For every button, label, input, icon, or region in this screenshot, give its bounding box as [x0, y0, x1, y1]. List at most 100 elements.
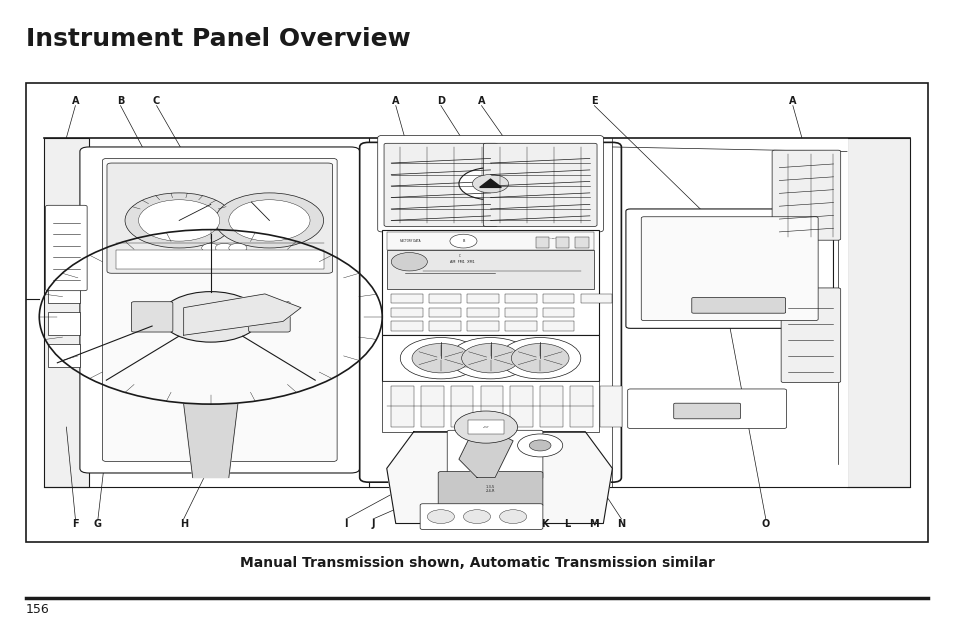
Circle shape: [517, 434, 562, 457]
Circle shape: [427, 509, 454, 523]
Bar: [555, 237, 568, 248]
FancyBboxPatch shape: [102, 158, 336, 462]
Bar: [391, 294, 422, 303]
Text: Instrument Panel Overview: Instrument Panel Overview: [26, 27, 410, 51]
Bar: [539, 386, 562, 427]
FancyBboxPatch shape: [46, 205, 87, 291]
Circle shape: [463, 509, 490, 523]
Bar: [386, 232, 594, 251]
Circle shape: [499, 509, 526, 523]
Text: 156: 156: [26, 603, 50, 616]
Text: FACTORY DATA: FACTORY DATA: [400, 239, 420, 243]
Polygon shape: [44, 138, 909, 487]
Circle shape: [472, 174, 508, 193]
Bar: [391, 321, 422, 331]
Bar: [451, 386, 473, 427]
Text: G: G: [93, 518, 102, 529]
FancyBboxPatch shape: [781, 288, 840, 382]
Polygon shape: [612, 138, 846, 487]
Bar: [599, 386, 621, 427]
Bar: [26, 83, 927, 542]
Bar: [504, 308, 536, 317]
Text: E: E: [591, 96, 597, 106]
Bar: [485, 358, 495, 368]
Text: A: A: [392, 96, 399, 106]
Circle shape: [458, 168, 521, 200]
Text: C: C: [458, 254, 460, 258]
Bar: [575, 237, 588, 248]
Bar: [542, 321, 574, 331]
Circle shape: [499, 338, 580, 379]
Bar: [504, 321, 536, 331]
Bar: [429, 308, 460, 317]
Bar: [391, 308, 422, 317]
Text: A: A: [477, 96, 485, 106]
Polygon shape: [184, 404, 237, 478]
FancyBboxPatch shape: [437, 472, 542, 506]
Bar: [504, 294, 536, 303]
FancyBboxPatch shape: [377, 135, 602, 232]
FancyBboxPatch shape: [771, 150, 840, 240]
FancyBboxPatch shape: [132, 301, 172, 332]
FancyBboxPatch shape: [249, 301, 290, 332]
Text: D: D: [436, 96, 444, 106]
FancyBboxPatch shape: [483, 143, 597, 226]
Circle shape: [391, 252, 427, 271]
Bar: [569, 386, 592, 427]
Text: J: J: [371, 518, 375, 529]
Circle shape: [229, 200, 310, 241]
FancyBboxPatch shape: [80, 147, 359, 473]
Polygon shape: [184, 294, 301, 335]
FancyBboxPatch shape: [846, 138, 909, 487]
Bar: [467, 294, 498, 303]
FancyBboxPatch shape: [625, 209, 833, 328]
FancyBboxPatch shape: [382, 335, 598, 381]
Polygon shape: [386, 432, 612, 523]
Bar: [458, 358, 468, 368]
Bar: [542, 294, 574, 303]
Circle shape: [511, 343, 568, 373]
Bar: [429, 321, 460, 331]
Bar: [420, 386, 443, 427]
Circle shape: [215, 244, 233, 252]
Bar: [391, 386, 414, 427]
Circle shape: [201, 244, 219, 252]
Text: 1-3-5
2-4-R: 1-3-5 2-4-R: [482, 426, 488, 428]
Text: 1-3-5
2-4-R: 1-3-5 2-4-R: [485, 485, 495, 494]
Circle shape: [412, 343, 469, 373]
Text: H: H: [179, 518, 188, 529]
Circle shape: [461, 343, 518, 373]
Bar: [49, 280, 80, 303]
Bar: [535, 237, 549, 248]
Bar: [386, 251, 594, 289]
Bar: [480, 386, 502, 427]
Text: Manual Transmission shown, Automatic Transmission similar: Manual Transmission shown, Automatic Tra…: [239, 556, 714, 570]
FancyBboxPatch shape: [382, 381, 598, 432]
Text: AM  FM1  XM1: AM FM1 XM1: [450, 259, 475, 264]
Bar: [467, 321, 498, 331]
Circle shape: [138, 200, 219, 241]
Text: PASSENGER AIRBAG BAG: PASSENGER AIRBAG BAG: [535, 238, 562, 239]
Text: N: N: [617, 518, 625, 529]
Circle shape: [454, 411, 517, 443]
Text: I: I: [344, 518, 348, 529]
Text: K: K: [540, 518, 548, 529]
Text: C: C: [152, 96, 160, 106]
FancyBboxPatch shape: [44, 138, 89, 487]
Circle shape: [125, 193, 233, 248]
Text: B: B: [462, 239, 464, 243]
Polygon shape: [479, 179, 501, 188]
Text: A: A: [788, 96, 796, 106]
Bar: [472, 358, 481, 368]
Bar: [49, 312, 80, 335]
Text: L: L: [563, 518, 570, 529]
FancyBboxPatch shape: [447, 431, 542, 479]
Polygon shape: [458, 432, 513, 478]
Circle shape: [450, 338, 531, 379]
Text: M: M: [589, 518, 598, 529]
Text: F: F: [72, 518, 79, 529]
FancyBboxPatch shape: [673, 403, 740, 419]
FancyBboxPatch shape: [384, 143, 497, 226]
Circle shape: [450, 234, 476, 248]
Text: A: A: [71, 96, 79, 106]
